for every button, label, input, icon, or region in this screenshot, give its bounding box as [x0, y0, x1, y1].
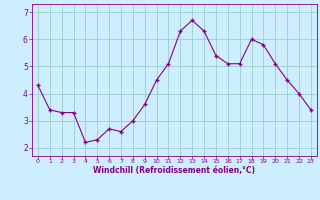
X-axis label: Windchill (Refroidissement éolien,°C): Windchill (Refroidissement éolien,°C) — [93, 166, 255, 175]
